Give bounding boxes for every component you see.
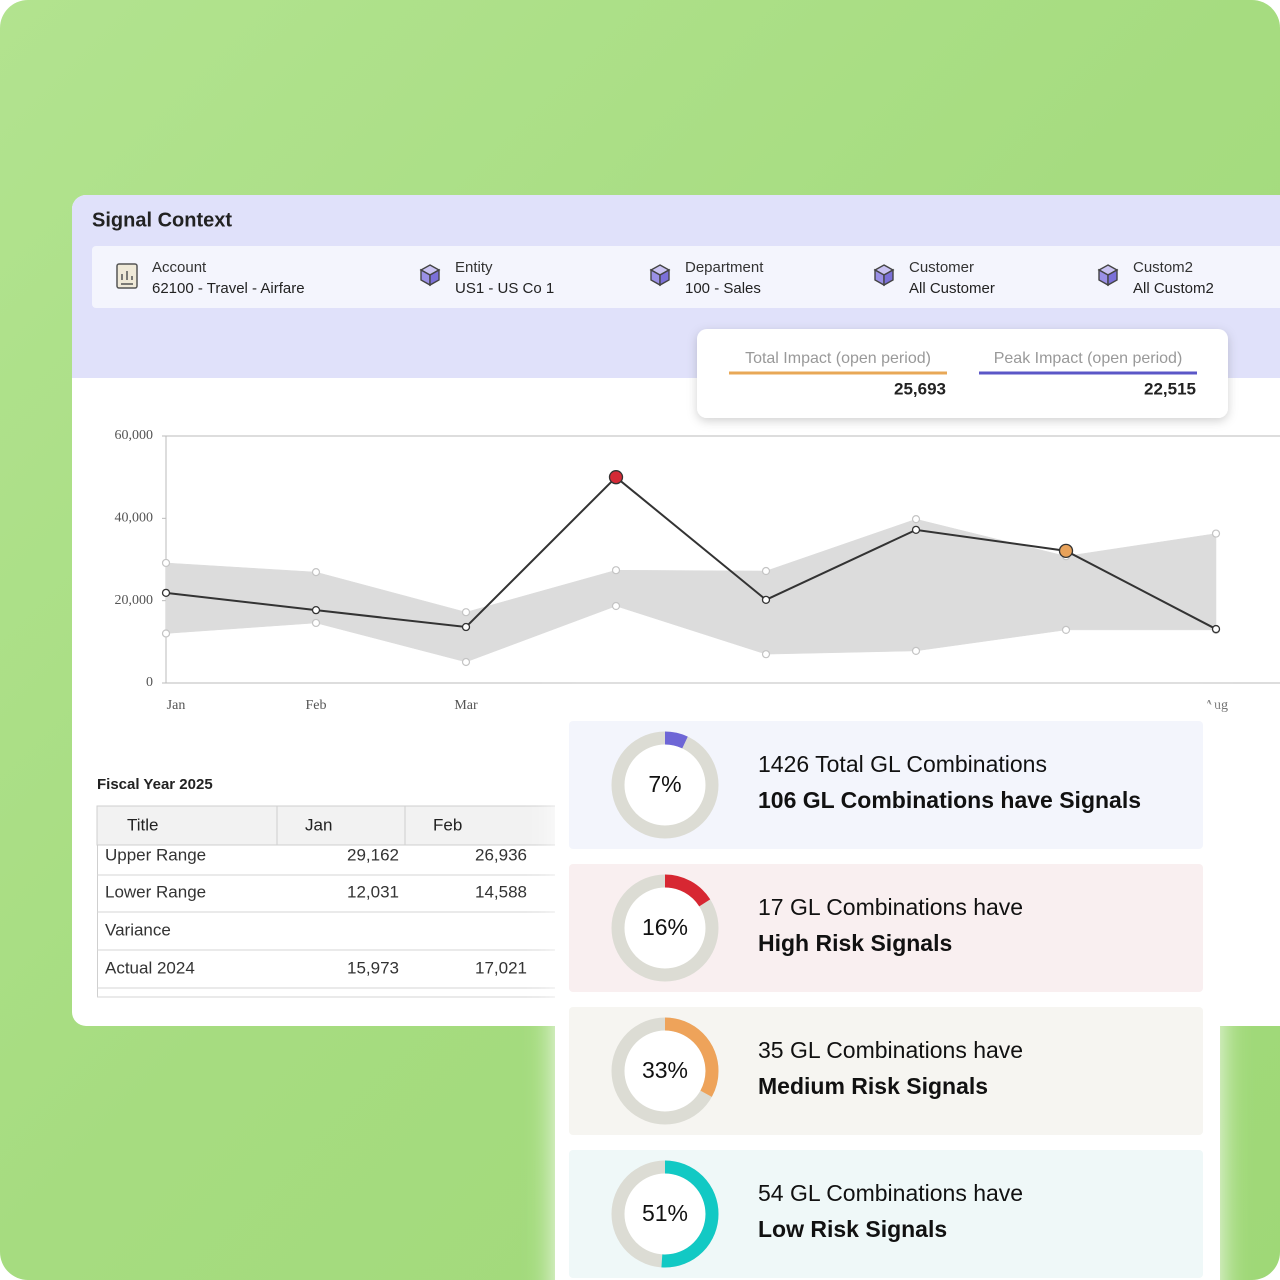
y-tick-label: 20,000 xyxy=(115,593,154,608)
lower-marker xyxy=(911,646,921,655)
table-cell: Upper Range xyxy=(105,845,206,864)
summary-text: 1426 Total GL Combinations xyxy=(758,751,1047,777)
cube-icon-right xyxy=(429,268,440,287)
context-bar xyxy=(92,246,1280,308)
actual-marker xyxy=(608,470,624,485)
summary-text: 35 GL Combinations have xyxy=(758,1037,1023,1063)
donut-center xyxy=(624,887,706,969)
x-tick-label: Jan xyxy=(167,698,186,713)
context-label: Account xyxy=(152,259,207,276)
summary-list: 7% 1426 Total GL Combinations 106 GL Combi… xyxy=(569,721,1203,1278)
donut-label: 33% xyxy=(642,1057,688,1083)
column-header: Feb xyxy=(433,815,462,834)
donut-arc xyxy=(611,874,719,982)
table-cell: 17,021 xyxy=(475,958,527,977)
table-cell: 14,588 xyxy=(475,882,527,901)
summary-row xyxy=(569,1007,1203,1135)
donut-center xyxy=(624,1030,706,1112)
donut-arc xyxy=(611,1017,719,1125)
actual-marker xyxy=(1058,543,1074,559)
summary-emphasis: High Risk Signals xyxy=(758,930,952,956)
context-value: All Custom2 xyxy=(1133,280,1214,297)
context-items: Account 62100 - Travel - Airfare Entity US1… xyxy=(116,259,1214,297)
donut-center xyxy=(624,1173,706,1255)
context-value: All Customer xyxy=(909,280,995,297)
context-value: 100 - Sales xyxy=(685,280,761,297)
x-tick-label: Mar xyxy=(454,698,478,713)
table-title: Fiscal Year 2025 xyxy=(97,776,213,793)
donut-label: 7% xyxy=(648,771,681,797)
summary-row xyxy=(569,721,1203,849)
impact-value: 22,515 xyxy=(1144,379,1196,398)
upper-marker xyxy=(461,608,471,617)
impact-value: 25,693 xyxy=(894,379,946,398)
actual-marker xyxy=(761,595,771,604)
actual-marker xyxy=(311,605,321,615)
lower-marker xyxy=(311,618,321,628)
cube-icon-right xyxy=(659,268,670,287)
summary-text: 17 GL Combinations have xyxy=(758,894,1023,920)
lower-marker xyxy=(761,650,771,659)
actual-marker xyxy=(161,588,171,597)
donut-label: 51% xyxy=(642,1200,688,1226)
cube-icon-right xyxy=(883,268,894,287)
range-band xyxy=(165,562,317,634)
context-label: Entity xyxy=(455,259,493,276)
upper-marker xyxy=(611,566,621,575)
actual-line xyxy=(165,475,1217,630)
summary-row xyxy=(569,1150,1203,1278)
table-cell: Actual 2024 xyxy=(105,958,195,977)
context-label: Customer xyxy=(909,259,974,276)
table-cell: Lower Range xyxy=(105,882,206,901)
donut-label: 16% xyxy=(642,914,688,940)
title: Signal Context xyxy=(92,209,232,231)
account-icon-lines xyxy=(121,271,133,285)
y-tick-label: 40,000 xyxy=(115,511,154,526)
table-cell: 12,031 xyxy=(347,882,399,901)
actual-marker xyxy=(911,525,921,535)
y-tick-label: 60,000 xyxy=(115,428,154,443)
summary-row xyxy=(569,864,1203,992)
summary-text: 54 GL Combinations have xyxy=(758,1180,1023,1206)
cube-icon-right xyxy=(1107,268,1118,287)
upper-marker xyxy=(911,515,921,524)
table-cell: 26,936 xyxy=(475,845,527,864)
lower-marker xyxy=(461,657,471,667)
context-label: Custom2 xyxy=(1133,259,1193,276)
impact-label: Peak Impact (open period) xyxy=(994,350,1183,367)
actual-marker xyxy=(461,622,471,632)
upper-marker xyxy=(761,566,771,576)
donut-center xyxy=(624,744,706,826)
donut-arc xyxy=(611,731,719,839)
column-header: Title xyxy=(127,815,159,834)
upper-marker xyxy=(1211,529,1221,538)
y-tick-label: 0 xyxy=(146,675,153,690)
donut-arc xyxy=(611,1160,719,1268)
summary-emphasis: 106 GL Combinations have Signals xyxy=(758,787,1141,813)
lower-marker xyxy=(161,629,171,638)
table-cell: 29,162 xyxy=(347,845,399,864)
context-value: 62100 - Travel - Airfare xyxy=(152,280,305,297)
lower-marker xyxy=(611,601,621,611)
table-cell: 15,973 xyxy=(347,958,399,977)
summary-emphasis: Low Risk Signals xyxy=(758,1216,947,1242)
upper-marker xyxy=(311,568,321,577)
impact-box xyxy=(697,329,1228,418)
lower-marker xyxy=(1061,625,1071,634)
context-label: Department xyxy=(685,259,764,276)
column-header: Jan xyxy=(305,815,332,834)
upper-marker xyxy=(161,558,171,568)
context-value: US1 - US Co 1 xyxy=(455,280,554,297)
table-cell: Variance xyxy=(105,920,171,939)
impact-label: Total Impact (open period) xyxy=(745,350,931,367)
summary-emphasis: Medium Risk Signals xyxy=(758,1073,988,1099)
actual-marker xyxy=(1211,624,1221,634)
x-tick-label: Feb xyxy=(306,698,327,713)
